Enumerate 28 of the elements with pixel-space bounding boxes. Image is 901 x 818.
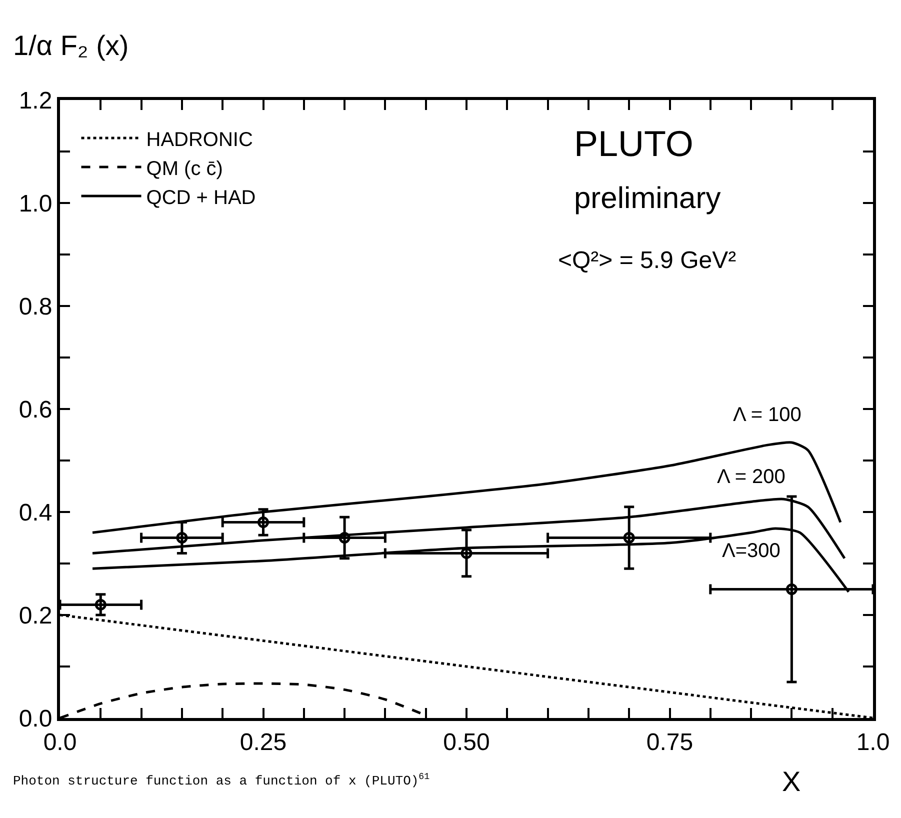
legend-label: QM (c c̄) bbox=[146, 158, 223, 180]
point bbox=[176, 532, 188, 544]
y-tick-label: 0.8 bbox=[18, 293, 52, 320]
legend-label: HADRONIC bbox=[146, 128, 253, 151]
y-tick-label: 0.2 bbox=[18, 602, 52, 630]
y-tick-label: 0.6 bbox=[18, 396, 52, 424]
y-tick-label: 1.0 bbox=[18, 190, 52, 218]
annotation: Λ = 200 bbox=[717, 466, 786, 488]
point bbox=[338, 532, 350, 544]
x-tick-label: 0.75 bbox=[646, 728, 694, 756]
annotation: <Q²> = 5.9 GeV² bbox=[558, 247, 736, 274]
x-tick-label: 0.50 bbox=[443, 728, 490, 756]
x-tick-label: 0.25 bbox=[240, 728, 287, 756]
point bbox=[94, 598, 106, 610]
text: Photon structure function as a function of x (PLUTO)$^{61}$ bbox=[13, 771, 430, 788]
annotation: Λ=300 bbox=[722, 540, 780, 562]
legend-label: QCD + HAD bbox=[146, 186, 256, 209]
point bbox=[786, 584, 798, 595]
x-tick-label: 1.0 bbox=[856, 728, 890, 756]
point bbox=[258, 516, 269, 528]
annotation: Λ = 100 bbox=[733, 404, 802, 426]
annotation: preliminary bbox=[574, 182, 721, 215]
point bbox=[623, 532, 635, 544]
y-tick-label: 1.2 bbox=[18, 87, 52, 114]
y-tick-label: 0.4 bbox=[18, 499, 52, 526]
annotation: PLUTO bbox=[574, 123, 694, 164]
x-axis-title: X bbox=[782, 766, 801, 797]
y-axis-title: 1/α F₂ (x) bbox=[13, 30, 129, 61]
